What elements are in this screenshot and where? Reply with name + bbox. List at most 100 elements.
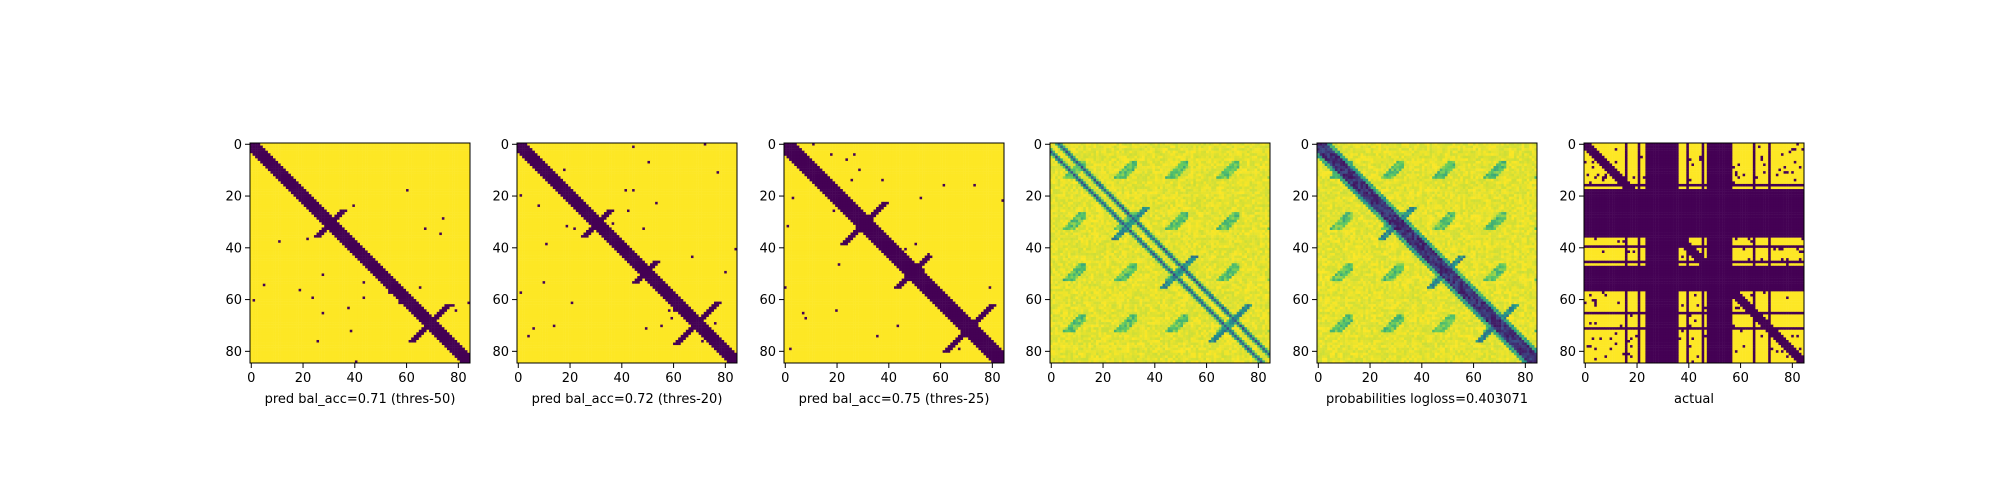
heatmap-cell: [462, 150, 466, 154]
heatmap-cell: [342, 217, 345, 220]
heatmap-cell: [280, 227, 284, 231]
heatmap-cell: [367, 160, 371, 164]
heatmap-cell: [285, 278, 289, 282]
heatmap-cell: [439, 245, 443, 249]
heatmap-cell: [344, 240, 348, 244]
heatmap-cell: [352, 196, 356, 200]
heatmap-cell: [383, 163, 386, 167]
heatmap-cell: [457, 237, 461, 241]
heatmap-cell: [459, 255, 463, 259]
heatmap-cell: [288, 166, 292, 169]
heatmap-cell: [375, 255, 379, 259]
heatmap-cell: [331, 227, 335, 231]
heatmap-cell: [319, 181, 322, 185]
heatmap-cell: [439, 173, 443, 177]
heatmap-cell: [262, 270, 266, 274]
heatmap-cell: [426, 247, 430, 251]
heatmap-cell: [426, 242, 430, 246]
heatmap-cell: [372, 214, 376, 218]
heatmap-cell: [398, 288, 402, 292]
heatmap-cell: [418, 219, 422, 223]
heatmap-cell: [324, 288, 327, 292]
heatmap-cell: [457, 235, 461, 238]
heatmap-cell: [380, 281, 384, 284]
heatmap-cell: [293, 145, 297, 149]
heatmap-cell: [267, 181, 271, 185]
heatmap-cell: [406, 148, 409, 151]
heatmap-cell: [288, 258, 292, 261]
heatmap-cell: [262, 219, 266, 223]
heatmap-cell: [406, 235, 409, 238]
heatmap-cell: [321, 268, 325, 272]
heatmap-cell: [257, 250, 261, 254]
heatmap-cell: [265, 258, 269, 261]
heatmap-cell: [319, 158, 322, 162]
heatmap-cell: [339, 283, 343, 287]
heatmap-cell: [313, 201, 317, 205]
heatmap-cell: [365, 286, 368, 290]
heatmap-cell: [303, 276, 307, 279]
heatmap-cell: [462, 260, 466, 264]
heatmap-cell: [375, 173, 379, 177]
heatmap-cell: [326, 260, 330, 264]
heatmap-cell: [380, 258, 384, 261]
heatmap-cell: [342, 224, 345, 228]
heatmap-cell: [372, 232, 376, 236]
heatmap-cell: [365, 194, 368, 197]
heatmap-cell: [416, 222, 420, 226]
heatmap-cell: [321, 158, 325, 162]
heatmap-cell: [336, 153, 340, 157]
heatmap-cell: [406, 268, 409, 272]
heatmap-cell: [270, 219, 274, 223]
heatmap-cell: [319, 191, 322, 195]
heatmap-cell: [395, 224, 399, 228]
heatmap-cell: [278, 286, 281, 290]
heatmap-cell: [390, 286, 394, 290]
heatmap-cell: [285, 222, 289, 226]
heatmap-cell: [395, 171, 399, 174]
heatmap-cell: [362, 278, 366, 282]
heatmap-cell: [393, 283, 397, 287]
heatmap-cell: [306, 265, 310, 269]
heatmap-cell: [400, 163, 404, 167]
heatmap-cell: [446, 214, 450, 218]
heatmap-cell: [406, 283, 409, 287]
heatmap-cell: [334, 270, 338, 274]
heatmap-cell: [406, 222, 409, 226]
heatmap-cell: [306, 186, 310, 190]
heatmap-cell: [293, 199, 297, 203]
heatmap-cell: [377, 276, 381, 279]
heatmap-cell: [290, 181, 294, 185]
heatmap-cell: [406, 217, 409, 220]
heatmap-cell: [252, 163, 256, 167]
heatmap-cell: [452, 273, 455, 277]
heatmap-cell: [308, 288, 312, 292]
heatmap-cell: [262, 160, 266, 164]
heatmap-cell: [257, 183, 261, 187]
heatmap-cell: [388, 242, 391, 246]
heatmap-cell: [431, 173, 435, 177]
heatmap-cell: [377, 217, 381, 220]
heatmap-cell: [324, 265, 327, 269]
heatmap-cell: [293, 253, 297, 256]
heatmap-cell: [347, 176, 351, 180]
heatmap-cell: [252, 286, 256, 290]
heatmap-cell: [255, 283, 258, 287]
heatmap-cell: [270, 150, 274, 154]
heatmap-cell: [283, 194, 287, 197]
heatmap-cell: [313, 232, 317, 236]
heatmap-cell: [434, 148, 437, 151]
heatmap-cell: [283, 217, 287, 220]
heatmap-cell: [267, 232, 271, 236]
heatmap-cell: [429, 145, 432, 149]
heatmap-cell: [290, 258, 294, 261]
heatmap-cell: [360, 163, 363, 167]
heatmap-cell: [380, 209, 384, 213]
heatmap-cell: [301, 148, 304, 151]
heatmap-cell: [400, 148, 404, 151]
heatmap-cell: [316, 237, 320, 241]
heatmap-cell: [255, 255, 258, 259]
heatmap-cell: [301, 276, 304, 279]
heatmap-cell: [408, 229, 412, 233]
heatmap-cell: [429, 260, 432, 264]
